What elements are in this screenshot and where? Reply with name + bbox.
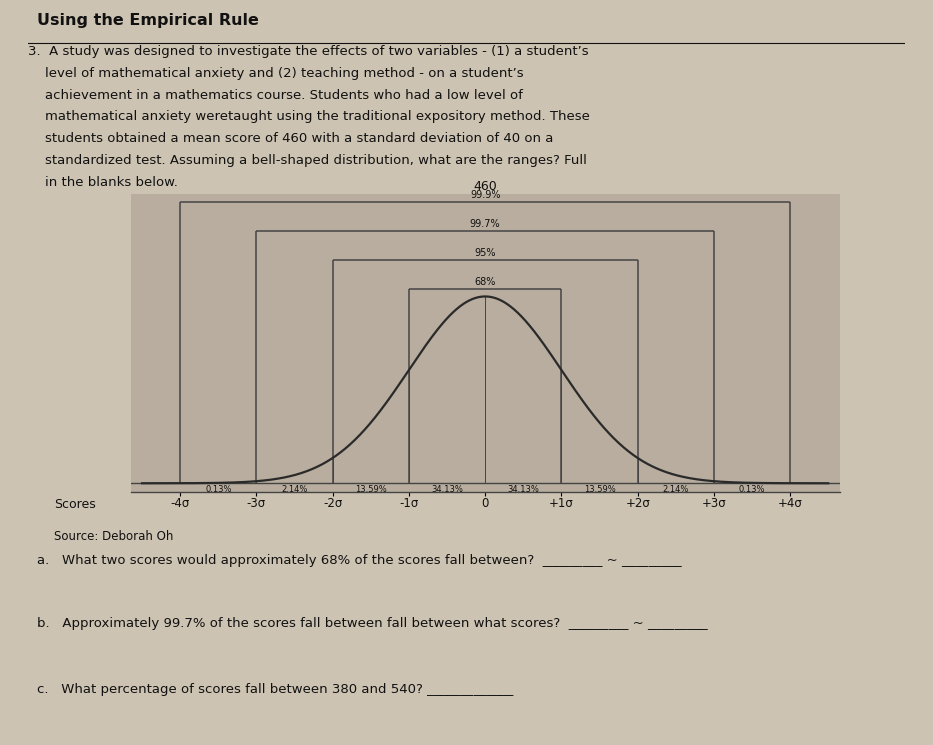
Text: 3.  A study was designed to investigate the effects of two variables - (1) a stu: 3. A study was designed to investigate t… <box>28 45 589 57</box>
Text: achievement in a mathematics course. Students who had a low level of: achievement in a mathematics course. Stu… <box>28 89 522 101</box>
Text: 2.14%: 2.14% <box>282 485 308 494</box>
Text: 2.14%: 2.14% <box>662 485 689 494</box>
Text: 13.59%: 13.59% <box>355 485 386 494</box>
Text: 99.9%: 99.9% <box>470 190 500 200</box>
Text: 34.13%: 34.13% <box>508 485 539 494</box>
Text: Using the Empirical Rule: Using the Empirical Rule <box>36 13 258 28</box>
Text: in the blanks below.: in the blanks below. <box>28 176 178 189</box>
Text: a.   What two scores would approximately 68% of the scores fall between?  ______: a. What two scores would approximately 6… <box>36 554 681 566</box>
Text: 460: 460 <box>473 180 497 193</box>
Text: 0.13%: 0.13% <box>205 485 231 494</box>
Text: Scores: Scores <box>54 498 96 511</box>
Text: 13.59%: 13.59% <box>584 485 616 494</box>
Text: Source: Deborah Oh: Source: Deborah Oh <box>54 530 174 542</box>
Text: mathematical anxiety weretaught using the traditional expository method. These: mathematical anxiety weretaught using th… <box>28 110 590 124</box>
Text: standardized test. Assuming a bell-shaped distribution, what are the ranges? Ful: standardized test. Assuming a bell-shape… <box>28 154 587 167</box>
Text: 95%: 95% <box>474 248 496 258</box>
Text: level of mathematical anxiety and (2) teaching method - on a student’s: level of mathematical anxiety and (2) te… <box>28 66 523 80</box>
Text: students obtained a mean score of 460 with a standard deviation of 40 on a: students obtained a mean score of 460 wi… <box>28 133 553 145</box>
Text: 0.13%: 0.13% <box>739 485 765 494</box>
Text: 34.13%: 34.13% <box>431 485 463 494</box>
Text: c.   What percentage of scores fall between 380 and 540? _____________: c. What percentage of scores fall betwee… <box>36 683 513 697</box>
Text: 68%: 68% <box>475 277 495 287</box>
Text: b.   Approximately 99.7% of the scores fall between fall between what scores?  _: b. Approximately 99.7% of the scores fal… <box>36 618 707 630</box>
Text: 99.7%: 99.7% <box>470 219 500 229</box>
